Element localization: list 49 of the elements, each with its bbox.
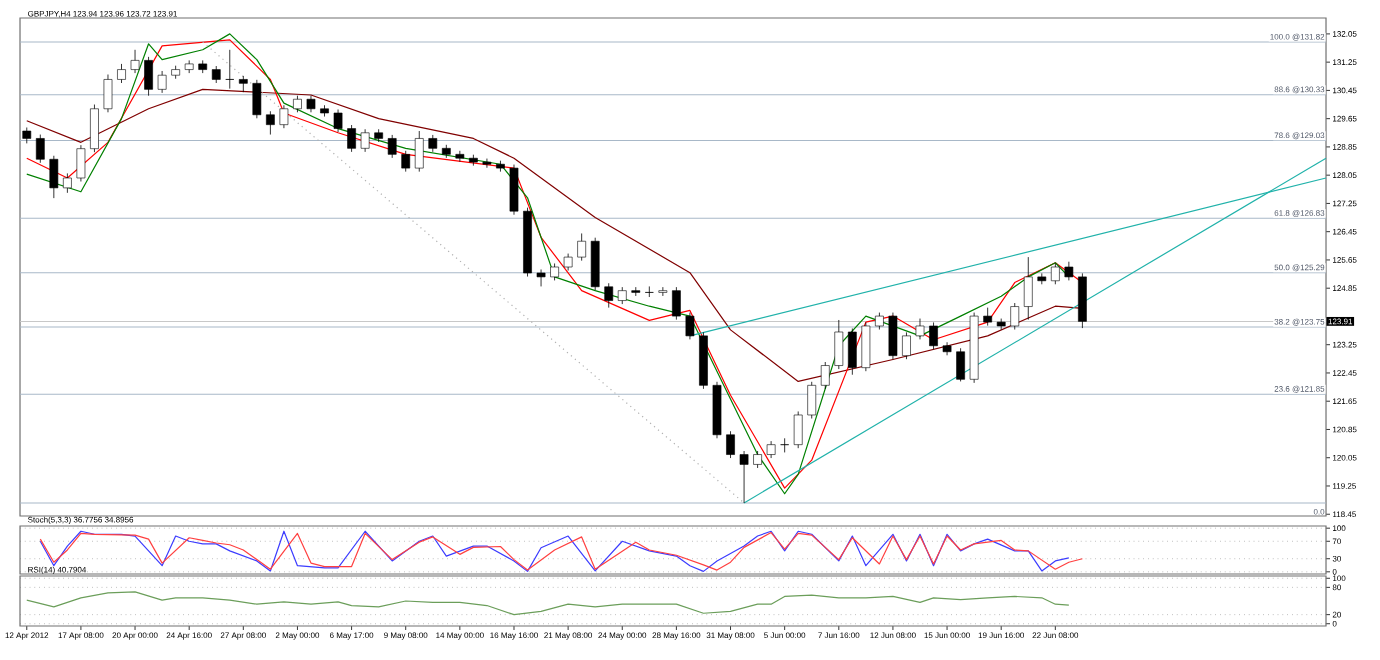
- candlestick: [929, 322, 938, 350]
- candlestick: [90, 104, 99, 153]
- candlestick: [414, 130, 424, 173]
- candlestick: [387, 134, 397, 159]
- candlestick: [144, 56, 153, 97]
- candlestick: [983, 307, 993, 327]
- candlestick: [333, 109, 343, 133]
- candlestick: [1064, 261, 1074, 281]
- candlestick: [942, 341, 952, 356]
- candlestick: [902, 331, 911, 360]
- candlestick: [672, 286, 681, 321]
- candlestick: [252, 79, 262, 119]
- candlestick: [739, 450, 749, 504]
- candlestick: [834, 319, 844, 370]
- candlestick: [401, 150, 411, 173]
- candlestick: [820, 361, 830, 390]
- candlestick: [847, 328, 857, 376]
- candlestick: [1010, 302, 1020, 330]
- candlestick: [861, 322, 871, 372]
- candlestick: [306, 95, 316, 113]
- candlestick: [266, 110, 275, 135]
- candlestick: [347, 124, 356, 153]
- candlestick: [577, 233, 587, 262]
- candlestick: [888, 312, 898, 360]
- candlestick: [807, 381, 817, 419]
- candlestick: [130, 49, 140, 74]
- candlestick: [685, 312, 695, 340]
- candlestick: [1078, 272, 1087, 329]
- candlestick: [103, 74, 113, 113]
- candlestick: [590, 237, 600, 291]
- candlestick: [509, 164, 519, 216]
- candlestick: [1050, 263, 1060, 285]
- candlestick: [1023, 256, 1033, 321]
- candlestick: [956, 347, 965, 382]
- candlestick: [157, 70, 167, 94]
- candlestick: [455, 150, 465, 163]
- candlestick: [360, 128, 370, 153]
- candlestick: [726, 430, 735, 459]
- candlestick: [793, 411, 803, 449]
- candlestick: [35, 134, 45, 164]
- candlestick: [117, 63, 126, 84]
- candlestick: [279, 104, 289, 129]
- candlestick: [49, 155, 59, 199]
- candlestick: [536, 269, 546, 287]
- candlestick: [63, 173, 72, 194]
- candlestick: [76, 144, 86, 182]
- candlestick: [915, 318, 925, 340]
- candlestick: [604, 282, 614, 309]
- candlestick: [658, 286, 668, 297]
